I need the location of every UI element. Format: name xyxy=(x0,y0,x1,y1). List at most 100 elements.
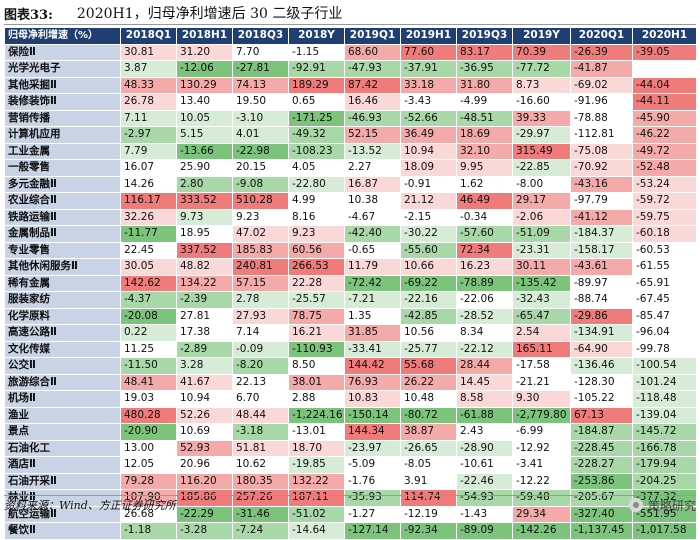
value-cell: 51.81 xyxy=(232,439,289,457)
value-cell: 14.45 xyxy=(456,373,513,391)
table-body: 保险Ⅱ 30.81 31.20 7.70 -1.15 68.60 77.60 83.17 70.… xyxy=(4,43,697,540)
value-cell: -2.97 xyxy=(120,126,177,144)
table-row: 计算机应用 -2.97 5.15 4.01 -49.32 52.15 36.49 18.69-… xyxy=(4,126,697,144)
table-row: 林业Ⅱ 107.90 185.86 257.26 187.11 -35.93 114.74-… xyxy=(4,489,697,507)
value-cell: 31.80 xyxy=(456,76,513,94)
table-row: 石油化工 13.00 52.93 51.81 18.70 -23.97 -26.65 -28.… xyxy=(4,439,697,457)
value-cell: -12.06 xyxy=(176,60,233,78)
value-cell: -127.14 xyxy=(344,522,401,540)
wechat-icon xyxy=(628,498,643,512)
source-note: 资料来源：Wind、方正证券研究所 xyxy=(4,499,176,512)
table-row: 装修装饰Ⅱ 26.78 13.40 19.50 0.65 16.46 -3.43 -4.99-… xyxy=(4,93,697,111)
value-cell: -20.08 xyxy=(120,307,177,325)
value-cell: 48.33 xyxy=(120,76,177,94)
table-row: 高速公路Ⅱ 0.22 17.38 7.14 16.21 31.85 10.56 8.34 2.5… xyxy=(4,324,697,342)
value-cell: -92.34 xyxy=(400,522,457,540)
value-cell: -29.86 xyxy=(570,307,633,325)
value-cell: -22.46 xyxy=(456,472,513,490)
value-cell: 16.07 xyxy=(120,159,177,177)
value-cell: -65.47 xyxy=(512,307,571,325)
value-cell: -61.55 xyxy=(632,258,697,276)
value-cell: -59.75 xyxy=(632,208,697,226)
value-cell: -22.98 xyxy=(232,142,289,160)
value-cell: 27.93 xyxy=(232,307,289,325)
industry-name-cell: 服装家纺 xyxy=(4,291,121,309)
value-cell: 10.05 xyxy=(176,109,233,127)
value-cell: 1.35 xyxy=(344,307,401,325)
industry-name-cell: 景点 xyxy=(4,423,121,441)
value-cell: -1,224.16 xyxy=(288,406,345,424)
table-row: 渔业 480.28 52.26 48.44 -1,224.16 -150.14 -80.72… xyxy=(4,406,697,424)
value-cell: -7.21 xyxy=(344,291,401,309)
value-cell: 8.50 xyxy=(288,357,345,375)
value-cell: -228.45 xyxy=(570,439,633,457)
value-cell: -110.93 xyxy=(288,340,345,358)
value-cell: 6.70 xyxy=(232,390,289,408)
value-cell: -13.66 xyxy=(176,142,233,160)
industry-name-cell: 计算机应用 xyxy=(4,126,121,144)
table-row: 营销传播 7.11 10.05 -3.10 -171.25 -46.93 -52.66 -48… xyxy=(4,109,697,127)
value-cell: -52.66 xyxy=(400,109,457,127)
value-cell: 18.09 xyxy=(400,159,457,177)
value-cell: -1.15 xyxy=(288,43,345,61)
value-cell: 38.01 xyxy=(288,373,345,391)
value-cell: -0.09 xyxy=(232,340,289,358)
value-cell: -77.72 xyxy=(512,60,571,78)
value-cell: -45.90 xyxy=(632,109,697,127)
value-cell: -179.94 xyxy=(632,456,697,474)
value-cell: -108.23 xyxy=(288,142,345,160)
value-cell: -22.16 xyxy=(400,291,457,309)
value-cell: 144.34 xyxy=(344,423,401,441)
value-cell: -92.91 xyxy=(288,60,345,78)
value-cell: 17.38 xyxy=(176,324,233,342)
value-cell: 144.42 xyxy=(344,357,401,375)
industry-name-cell: 文化传媒 xyxy=(4,340,121,358)
value-cell: 22.45 xyxy=(120,241,177,259)
value-cell: 16.46 xyxy=(344,93,401,111)
value-cell: -17.58 xyxy=(512,357,571,375)
value-cell: -78.89 xyxy=(456,274,513,292)
value-cell: -28.52 xyxy=(456,307,513,325)
value-cell: -48.51 xyxy=(456,109,513,127)
figure-title: 2020H1，归母净利增速后 30 二级子行业 xyxy=(76,6,343,22)
value-cell: -8.00 xyxy=(512,175,571,193)
value-cell: 12.05 xyxy=(120,456,177,474)
value-cell: 70.39 xyxy=(512,43,571,61)
value-cell: 189.29 xyxy=(288,76,345,94)
value-cell: 72.34 xyxy=(456,241,513,259)
value-cell: -70.92 xyxy=(570,159,633,177)
value-cell: -23.97 xyxy=(344,439,401,457)
value-cell: 9.23 xyxy=(232,208,289,226)
value-cell: 68.60 xyxy=(344,43,401,61)
table-row: 文化传媒 11.25 -2.89 -0.09 -110.93 -33.41 -25.77 -2… xyxy=(4,340,697,358)
table-row: 工业金属 7.79 -13.66 -22.98 -108.23 -13.52 10.94 32… xyxy=(4,142,697,160)
value-cell: 22.13 xyxy=(232,373,289,391)
value-cell: 48.41 xyxy=(120,373,177,391)
value-cell: -9.08 xyxy=(232,175,289,193)
value-cell: 2.54 xyxy=(512,324,571,342)
value-cell: -49.32 xyxy=(288,126,345,144)
value-cell: -11.77 xyxy=(120,225,177,243)
industry-name-cell: 其他采掘Ⅱ xyxy=(4,76,121,94)
value-cell: 55.68 xyxy=(400,357,457,375)
value-cell: -88.74 xyxy=(570,291,633,309)
table-row: 服装家纺 -4.37 -2.39 2.78 -25.57 -7.21 -22.16 -22.0… xyxy=(4,291,697,309)
value-cell: 41.67 xyxy=(176,373,233,391)
value-cell: -69.02 xyxy=(570,76,633,94)
value-cell: 7.14 xyxy=(232,324,289,342)
value-cell: 25.90 xyxy=(176,159,233,177)
value-cell xyxy=(632,60,697,78)
value-cell: 9.23 xyxy=(288,225,345,243)
industry-name-cell: 其他休闲服务Ⅱ xyxy=(4,258,121,276)
value-cell: 74.13 xyxy=(232,76,289,94)
value-cell: 107.90 xyxy=(120,489,177,507)
value-cell: 83.17 xyxy=(456,43,513,61)
value-cell: 30.11 xyxy=(512,258,571,276)
value-cell: 116.17 xyxy=(120,192,177,210)
value-cell: -26.65 xyxy=(400,439,457,457)
table-row: 一般零售 16.07 25.90 20.15 4.05 2.27 18.09 9.95 -22.… xyxy=(4,159,697,177)
brand-watermark: 策略研究 xyxy=(628,497,696,514)
value-cell: 130.29 xyxy=(176,76,233,94)
value-cell: -59.48 xyxy=(512,489,571,507)
value-cell: -25.57 xyxy=(288,291,345,309)
